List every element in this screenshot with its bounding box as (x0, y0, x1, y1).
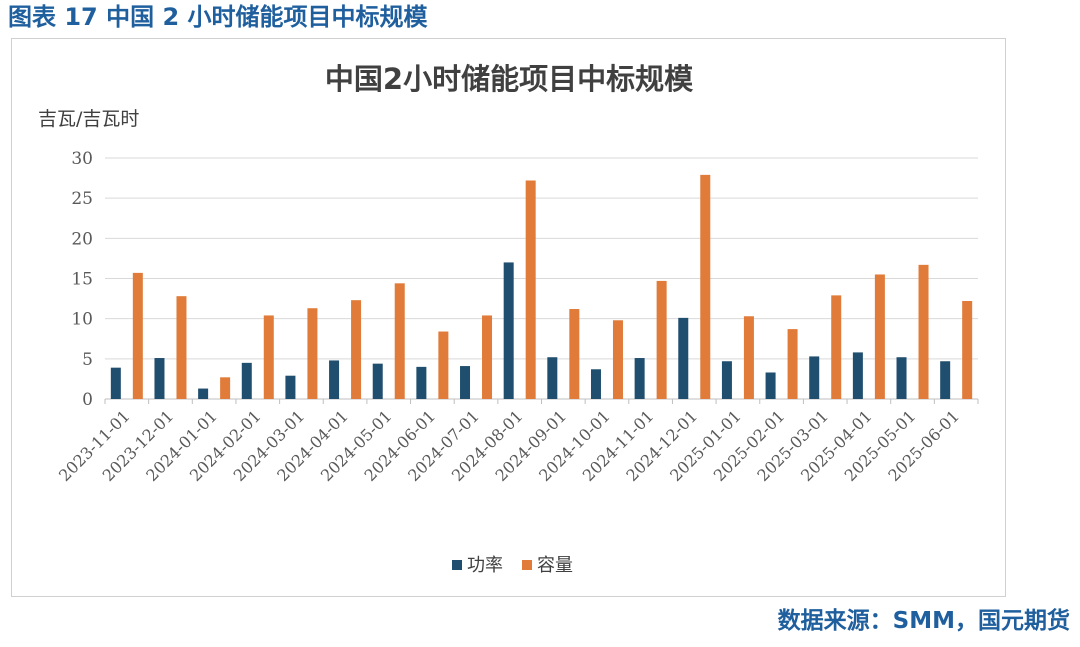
bar-power (634, 358, 645, 399)
bar-capacity (700, 174, 711, 399)
x-axis-ticks: 2023-11-012023-12-012024-01-012024-02-01… (55, 399, 979, 485)
bar-power (809, 356, 820, 399)
bar-capacity (656, 280, 667, 399)
figure-caption: 图表 17 中国 2 小时储能项目中标规模 (8, 3, 428, 31)
bar-power (590, 369, 601, 399)
bar-power (547, 357, 558, 399)
bar-capacity (263, 315, 274, 399)
bar-power (154, 358, 165, 399)
y-tick-label: 5 (82, 350, 93, 370)
bar-power (896, 357, 907, 399)
bar-capacity (831, 295, 842, 399)
bar-capacity (132, 272, 143, 399)
bar-capacity (787, 329, 798, 399)
bar-capacity (569, 309, 580, 399)
bar-capacity (874, 274, 885, 399)
bar-power (285, 375, 296, 399)
y-tick-label: 0 (82, 390, 93, 410)
bar-capacity (962, 300, 973, 399)
bar-capacity (525, 180, 536, 399)
bar-capacity (351, 300, 362, 399)
bar-power (503, 262, 514, 399)
bar-power (372, 363, 383, 399)
bar-power (110, 367, 121, 399)
bar-capacity (612, 320, 623, 399)
y-tick-label: 20 (71, 229, 93, 249)
y-axis-unit-label: 吉瓦/吉瓦时 (38, 108, 139, 130)
bar-power (765, 372, 776, 399)
bars (110, 174, 973, 399)
source-note: 数据来源：SMM，国元期货 (777, 608, 1070, 634)
y-tick-label: 10 (71, 310, 93, 330)
bar-power (241, 362, 252, 399)
bar-capacity (438, 331, 449, 399)
bar-power (678, 317, 689, 399)
y-tick-label: 15 (71, 270, 93, 290)
bar-power (198, 388, 209, 399)
legend: 功率 容量 (452, 555, 573, 576)
chart-title: 中国2小时储能项目中标规模 (325, 62, 694, 96)
bar-capacity (220, 377, 231, 399)
bar-capacity (918, 264, 929, 399)
bar-power (416, 366, 427, 399)
bar-capacity (482, 315, 493, 399)
y-tick-label: 25 (71, 189, 93, 209)
bar-power (852, 352, 863, 399)
bar-chart: 中国2小时储能项目中标规模 吉瓦/吉瓦时 0 5 10 15 20 25 30 2023-1… (38, 62, 979, 576)
bar-power (940, 361, 951, 399)
chart-frame: 中国2小时储能项目中标规模 吉瓦/吉瓦时 0 5 10 15 20 25 30 2023-1… (11, 38, 1006, 597)
legend-swatch-power (452, 560, 462, 570)
legend-swatch-capacity (522, 560, 532, 570)
y-tick-label: 30 (71, 149, 93, 169)
bar-capacity (176, 296, 187, 399)
bar-capacity (394, 283, 405, 399)
bar-power (460, 366, 471, 399)
bar-capacity (743, 316, 754, 399)
y-axis-ticks: 0 5 10 15 20 25 30 (71, 149, 93, 410)
bar-power (721, 361, 732, 399)
legend-label-power: 功率 (467, 555, 503, 576)
bar-power (329, 360, 340, 399)
legend-label-capacity: 容量 (537, 555, 573, 576)
gridlines (105, 157, 978, 400)
bar-capacity (307, 308, 318, 399)
